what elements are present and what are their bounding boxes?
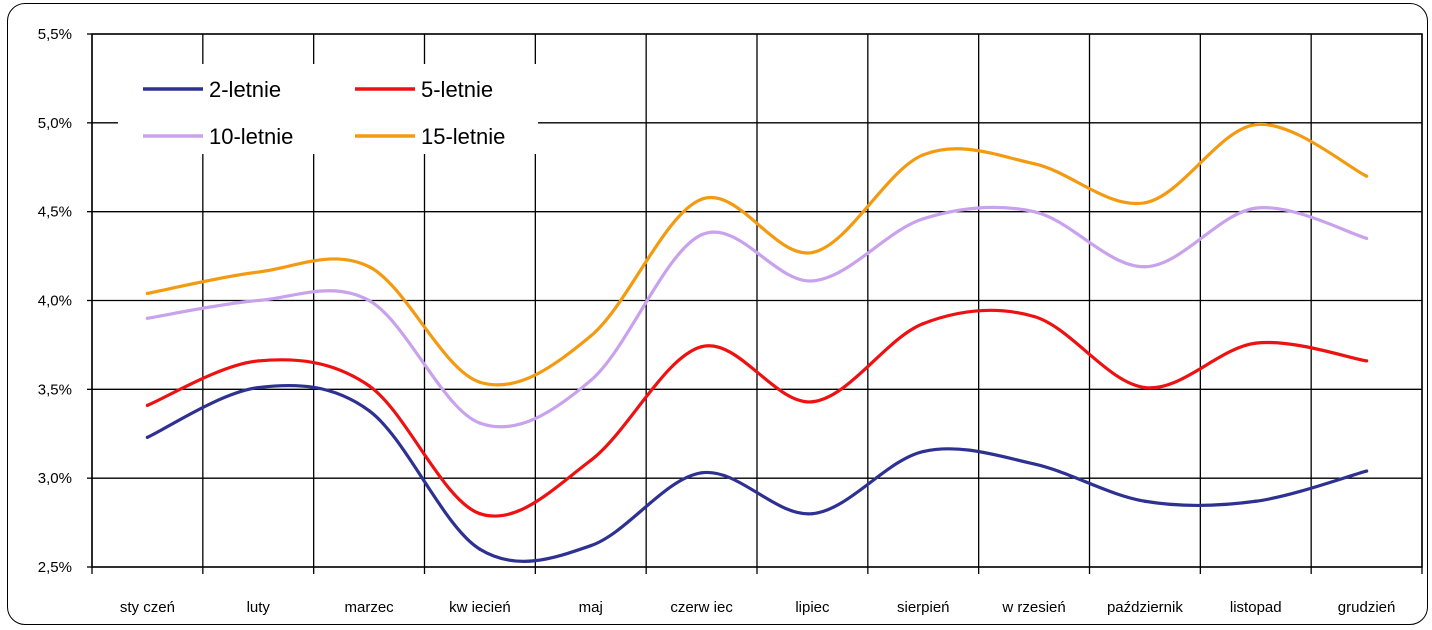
data-point <box>921 321 925 326</box>
data-point <box>1143 265 1147 269</box>
x-tick-label: grudzień <box>1338 599 1396 616</box>
x-tick-label: sierpień <box>897 599 950 616</box>
data-point <box>367 409 371 413</box>
data-point <box>699 197 704 201</box>
data-point <box>589 378 593 383</box>
data-point <box>1364 359 1369 363</box>
x-tick-label: listopad <box>1230 599 1282 616</box>
data-point <box>256 359 260 363</box>
y-tick-label: 5,0% <box>38 115 72 132</box>
data-point <box>1143 385 1147 390</box>
data-point <box>589 334 593 338</box>
data-point <box>145 403 150 407</box>
x-tick-label: maj <box>579 599 603 616</box>
y-tick-label: 3,0% <box>38 470 72 487</box>
y-tick-label: 4,0% <box>38 293 72 310</box>
data-point <box>1254 341 1258 345</box>
x-tick-label: luty <box>247 599 271 616</box>
data-point <box>1254 206 1258 210</box>
data-point <box>810 400 815 404</box>
x-tick-label: lipiec <box>795 599 830 616</box>
x-tick-label: czerw iec <box>670 599 733 616</box>
data-point <box>589 458 593 462</box>
data-point <box>145 291 150 295</box>
legend-label: 10-letnie <box>209 124 293 149</box>
data-point <box>367 298 371 303</box>
legend: 2-letnie 5-letnie 10-letnie 15-letnie <box>118 64 538 154</box>
x-tick-label: październik <box>1107 599 1183 616</box>
x-tick-label: sty czeń <box>120 599 175 616</box>
x-tick-label: kw iecień <box>449 599 511 616</box>
data-point <box>256 385 260 390</box>
data-point <box>145 316 150 320</box>
data-point <box>1364 469 1369 473</box>
data-point <box>1364 236 1369 240</box>
data-point <box>367 384 371 388</box>
y-tick-label: 4,5% <box>38 204 72 221</box>
data-point <box>699 471 704 475</box>
data-point <box>478 512 482 516</box>
data-point <box>1032 462 1036 466</box>
data-point <box>810 512 815 516</box>
legend-label: 15-letnie <box>421 124 505 149</box>
data-point <box>478 380 482 384</box>
data-point <box>1254 499 1258 503</box>
data-point <box>810 250 815 255</box>
data-point <box>1143 201 1147 205</box>
data-point <box>699 345 704 349</box>
legend-label: 2-letnie <box>209 77 281 102</box>
data-point <box>921 449 925 454</box>
data-point <box>699 233 704 237</box>
data-point <box>921 217 925 221</box>
x-tick-label: w rzesień <box>1001 599 1065 616</box>
plot-border <box>91 33 1423 568</box>
data-point <box>367 265 371 269</box>
data-point <box>1143 499 1147 503</box>
data-point <box>921 153 925 157</box>
data-point <box>256 270 260 274</box>
data-point <box>1032 210 1036 214</box>
y-tick-label: 3,5% <box>38 381 72 398</box>
y-tick-label: 2,5% <box>38 559 72 576</box>
data-point <box>256 298 260 303</box>
data-point <box>478 421 482 425</box>
data-point <box>478 547 482 551</box>
data-point <box>1032 162 1036 166</box>
legend-box <box>118 64 538 154</box>
data-point <box>589 544 593 548</box>
x-tick-label: marzec <box>344 599 394 616</box>
data-point <box>1254 123 1258 127</box>
data-point <box>810 279 815 283</box>
data-point <box>1032 314 1036 319</box>
y-tick-label: 5,5% <box>38 26 72 43</box>
data-point <box>145 435 150 439</box>
legend-label: 5-letnie <box>421 77 493 102</box>
data-point <box>1364 174 1369 178</box>
